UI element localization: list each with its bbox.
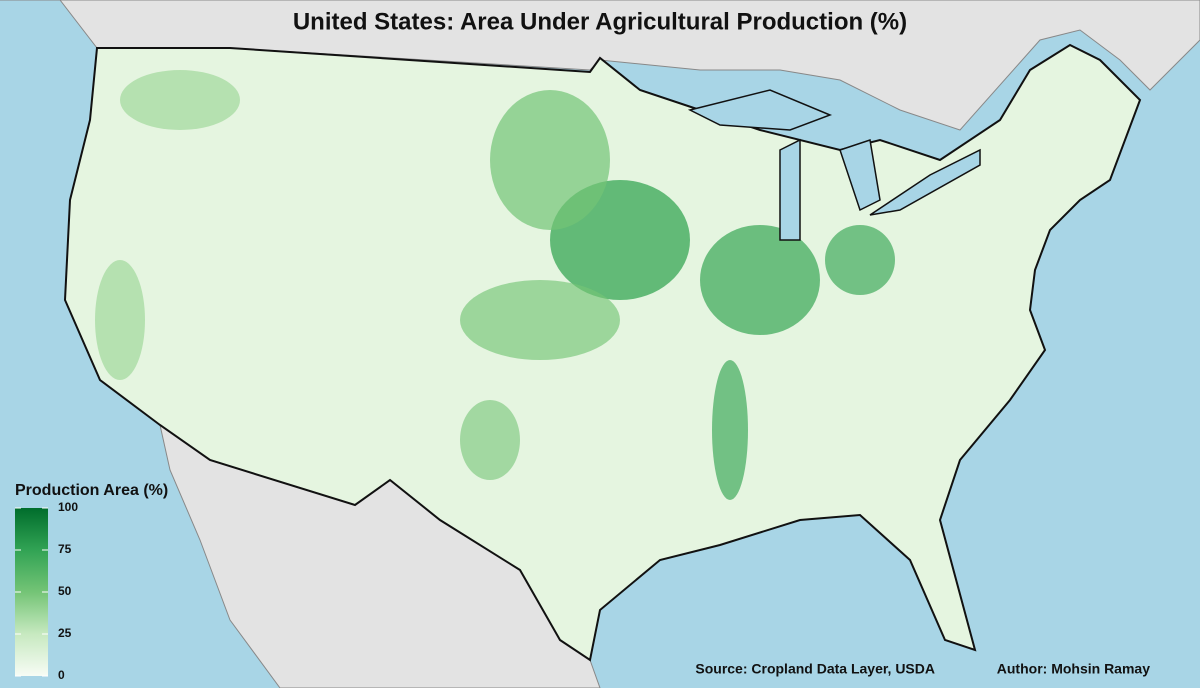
colorbar-label: 75: [58, 542, 72, 556]
colorbar-label: 0: [58, 668, 65, 682]
colorbar-label: 25: [58, 626, 72, 640]
author: Author: Mohsin Ramay: [997, 661, 1150, 677]
corn-belt: [700, 225, 820, 335]
great-lakes: [687, 89, 981, 241]
ohio: [825, 225, 895, 295]
palouse: [120, 70, 240, 130]
legend-title: Production Area (%): [15, 482, 168, 499]
central-valley: [95, 260, 145, 380]
colorbar-label: 100: [58, 500, 78, 514]
title: United States: Area Under Agricultural P…: [293, 8, 907, 35]
delta: [712, 360, 748, 500]
colorbar-label: 50: [58, 584, 72, 598]
plains: [490, 90, 610, 230]
source: Source: Cropland Data Layer, USDA: [695, 661, 935, 677]
texas-panhandle: [460, 400, 520, 480]
plains: [460, 280, 620, 360]
